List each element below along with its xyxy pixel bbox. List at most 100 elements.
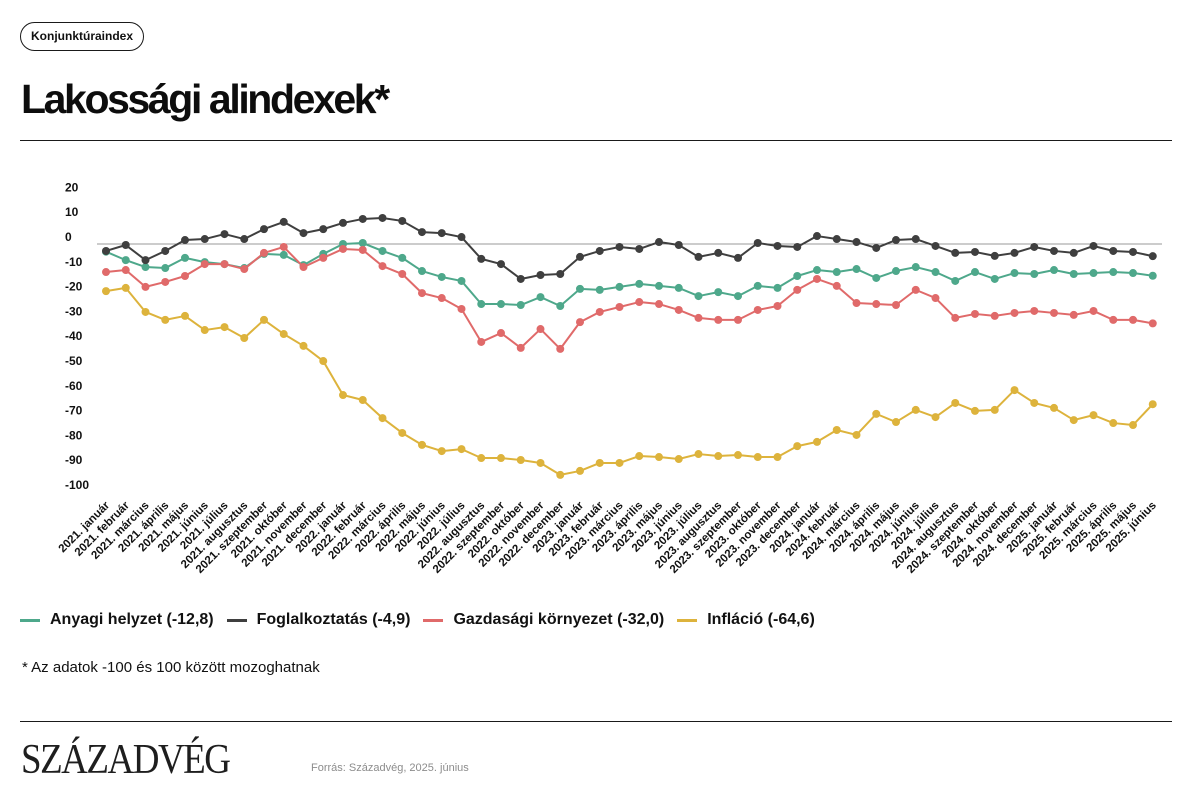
data-point: [141, 307, 150, 316]
data-point: [497, 300, 505, 309]
data-point: [1069, 310, 1078, 319]
data-point: [141, 263, 150, 272]
data-point: [714, 288, 723, 297]
data-point: [102, 287, 110, 296]
data-point: [556, 344, 565, 353]
legend-series-value: (-32,0): [617, 611, 665, 628]
data-point: [497, 260, 505, 269]
data-point: [595, 458, 604, 467]
data-point: [655, 281, 663, 290]
data-point: [1010, 248, 1019, 257]
data-point: [1030, 306, 1039, 315]
data-point: [200, 260, 209, 269]
footer-divider: [20, 721, 1172, 722]
data-point: [1030, 270, 1039, 279]
data-point: [181, 311, 189, 320]
source-note: Forrás: Századvég, 2025. június: [311, 762, 469, 774]
data-point: [516, 274, 525, 283]
data-point: [437, 272, 446, 281]
legend-series-name: Gazdasági környezet: [453, 611, 613, 628]
data-point: [734, 253, 742, 262]
data-point: [279, 330, 288, 339]
data-point: [457, 276, 466, 285]
data-point: [358, 245, 367, 254]
data-point: [121, 266, 130, 275]
data-point: [378, 262, 387, 271]
data-point: [161, 315, 170, 324]
legend-item-anyagi-helyzet: Anyagi helyzet (-12,8): [20, 609, 214, 631]
data-point: [931, 268, 940, 277]
data-point: [437, 447, 446, 456]
data-point: [714, 315, 723, 324]
data-point: [951, 398, 960, 407]
data-point: [418, 228, 426, 237]
data-point: [892, 301, 900, 310]
legend-series-value: (-4,9): [372, 611, 411, 628]
data-point: [477, 454, 486, 463]
data-point: [813, 274, 821, 283]
data-point: [121, 256, 130, 265]
data-point: [852, 299, 861, 308]
data-point: [1069, 248, 1078, 257]
legend-swatch: [20, 618, 40, 622]
data-point: [911, 405, 920, 414]
data-point: [911, 263, 920, 272]
y-tick-label: -60: [65, 379, 83, 393]
legend-label: Foglalkoztatás (-4,9): [257, 609, 411, 631]
data-point: [753, 453, 762, 462]
data-point: [240, 333, 249, 342]
data-point: [1050, 266, 1058, 275]
legend-item-foglalkoztatas: Foglalkoztatás (-4,9): [226, 609, 411, 631]
series-gazdasagi-kornyezet: [102, 242, 1157, 353]
data-point: [378, 414, 387, 423]
data-point: [260, 248, 268, 257]
data-point: [990, 251, 999, 260]
data-point: [141, 282, 150, 291]
series-anyagi-helyzet: [102, 239, 1157, 310]
data-point: [516, 301, 525, 310]
data-point: [279, 250, 288, 259]
data-point: [852, 238, 861, 247]
data-point: [516, 343, 525, 352]
data-point: [437, 294, 446, 303]
data-point: [398, 270, 407, 279]
data-point: [1050, 403, 1058, 412]
footnote: * Az adatok -100 és 100 között mozoghatn…: [22, 659, 320, 676]
data-point: [418, 267, 426, 276]
data-point: [714, 248, 723, 257]
data-point: [497, 454, 505, 463]
data-point: [319, 225, 328, 234]
data-point: [398, 428, 407, 437]
data-point: [240, 235, 249, 244]
data-point: [635, 298, 644, 307]
data-point: [141, 256, 150, 265]
data-point: [734, 315, 742, 324]
data-point: [556, 470, 565, 479]
legend-swatch: [226, 618, 247, 622]
data-point: [1089, 411, 1098, 420]
data-point: [813, 266, 821, 275]
data-point: [674, 305, 683, 314]
data-point: [1050, 246, 1058, 255]
data-point: [556, 302, 565, 310]
data-point: [1030, 398, 1039, 407]
legend-item-inflacio: Infláció (-64,6): [677, 609, 815, 631]
data-point: [358, 395, 367, 404]
y-tick-label: -40: [65, 329, 83, 343]
data-point: [1069, 416, 1078, 425]
data-point: [358, 239, 367, 248]
data-point: [457, 304, 466, 313]
y-tick-label: -10: [65, 255, 83, 269]
data-point: [576, 466, 584, 475]
data-point: [220, 230, 229, 239]
legend-series-name: Anyagi helyzet: [50, 611, 163, 628]
data-point: [319, 253, 328, 262]
data-point: [181, 253, 189, 262]
data-point: [339, 218, 347, 227]
line-chart: 20 10 0 -10 -20 -30 -40 -50 -60 -70 -80 -90 -100 2021…: [57, 180, 1162, 576]
data-point: [1010, 386, 1019, 395]
data-point: [1089, 306, 1098, 315]
data-point: [477, 300, 486, 309]
data-point: [1148, 271, 1157, 280]
data-point: [1109, 315, 1118, 324]
